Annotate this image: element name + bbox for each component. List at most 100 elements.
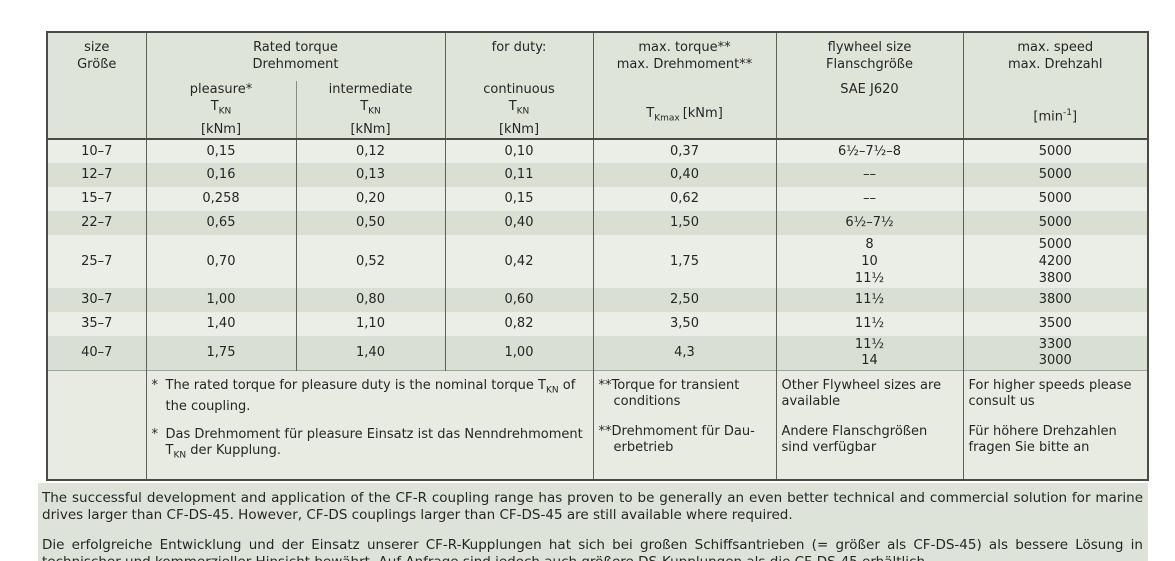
- cell-size: 35–7: [47, 311, 146, 336]
- note-paragraph-de: Die erfolgreiche Entwicklung und der Ein…: [42, 537, 1143, 561]
- subheader-pleasure: pleasure* TKN [kNm]: [147, 81, 296, 138]
- footnote-max-torque-de: **Drehmoment für Dau- erbetrieb: [598, 424, 755, 456]
- notes-block: The successful development and applicati…: [38, 483, 1148, 561]
- max-torque-title: max. torque** max. Drehmoment**: [616, 40, 753, 72]
- intermediate-label: intermediate: [328, 82, 413, 97]
- continuous-unit: [kNm]: [498, 121, 540, 137]
- footnote-rated-torque: * The rated torque for pleasure duty is …: [145, 370, 593, 481]
- cell-max-torque: 1,75: [592, 234, 776, 288]
- subheader-intermediate: intermediate TKN [kNm]: [295, 81, 445, 138]
- cell-pleasure: 0,16: [145, 162, 296, 187]
- datasheet-content: size Größe Rated torque Drehmoment pleas…: [38, 31, 1149, 561]
- table-row: 10–7 0,15 0,12 0,10 0,37 6½–7½–8 5000: [47, 138, 1148, 163]
- cell-max-torque: 0,40: [592, 162, 776, 187]
- cell-size: 15–7: [47, 186, 146, 211]
- cell-continuous: 0,82: [444, 311, 593, 336]
- cell-size: 30–7: [47, 287, 146, 312]
- header-size: size Größe: [47, 32, 146, 140]
- pleasure-unit: [kNm]: [200, 121, 242, 137]
- cell-pleasure: 1,75: [145, 335, 296, 371]
- cell-max-torque: 2,50: [592, 287, 776, 312]
- cell-speed: 5000: [962, 138, 1148, 163]
- table-row: 12–7 0,16 0,13 0,11 0,40 –– 5000: [47, 162, 1148, 187]
- cell-size: 10–7: [47, 138, 146, 163]
- cell-max-torque: 0,37: [592, 138, 776, 163]
- cell-intermediate: 1,40: [295, 335, 445, 371]
- footnote-flywheel-de: Andere Flanschgrößen sind verfügbar: [781, 424, 928, 456]
- max-speed-unit: [min-1]: [1033, 108, 1078, 125]
- table-row: 35–7 1,40 1,10 0,82 3,50 11½ 3500: [47, 311, 1148, 336]
- cell-intermediate: 0,80: [295, 287, 445, 312]
- cell-pleasure: 1,00: [145, 287, 296, 312]
- cell-max-torque: 1,50: [592, 210, 776, 235]
- cell-intermediate: 0,20: [295, 186, 445, 211]
- cell-intermediate: 0,12: [295, 138, 445, 163]
- cell-continuous: 0,10: [444, 138, 593, 163]
- table-row: 40–7 1,75 1,40 1,00 4,3 11½ 14 3300 3000: [47, 335, 1148, 371]
- flywheel-title: flywheel size Flanschgröße: [826, 40, 913, 72]
- cell-size: 40–7: [47, 335, 146, 371]
- max-torque-symbol: TKmax [kNm]: [646, 106, 723, 124]
- cell-intermediate: 0,13: [295, 162, 445, 187]
- intermediate-unit: [kNm]: [350, 121, 391, 137]
- cell-speed: 5000 4200 3800: [962, 234, 1148, 288]
- cell-max-torque: 0,62: [592, 186, 776, 211]
- continuous-label: continuous: [483, 82, 555, 97]
- footnote-max-torque-en: **Torque for transient conditions: [598, 378, 740, 410]
- rated-torque-subheaders: pleasure* TKN [kNm] intermediate TKN [kN…: [147, 81, 445, 138]
- coupling-spec-table: size Größe Rated torque Drehmoment pleas…: [46, 31, 1149, 482]
- cell-flywheel: 6½–7½–8: [775, 138, 963, 163]
- continuous-symbol: TKN: [508, 99, 530, 117]
- cell-intermediate: 0,52: [295, 234, 445, 288]
- table-row: 30–7 1,00 0,80 0,60 2,50 11½ 3800: [47, 287, 1148, 312]
- cell-flywheel: 6½–7½: [775, 210, 963, 235]
- footnote-speed-de: Für höhere Drehzahlen fragen Sie bitte a…: [968, 424, 1117, 456]
- pleasure-symbol: TKN: [210, 99, 232, 117]
- cell-intermediate: 0,50: [295, 210, 445, 235]
- cell-speed: 3800: [962, 287, 1148, 312]
- cell-pleasure: 0,258: [145, 186, 296, 211]
- cell-continuous: 0,60: [444, 287, 593, 312]
- asterisk-marker: *: [151, 378, 159, 394]
- cell-max-torque: 3,50: [592, 311, 776, 336]
- footnote-speed-en: For higher speeds please consult us: [968, 378, 1132, 410]
- footnote-row: * The rated torque for pleasure duty is …: [47, 370, 1148, 481]
- cell-continuous: 1,00: [444, 335, 593, 371]
- cell-pleasure: 0,70: [145, 234, 296, 288]
- footnote-size-empty: [47, 370, 146, 481]
- flywheel-sae-label: SAE J620: [840, 82, 899, 97]
- cell-speed: 5000: [962, 162, 1148, 187]
- header-max-speed: max. speed max. Drehzahl [min-1]: [962, 32, 1148, 140]
- for-duty-title: for duty:: [491, 40, 547, 55]
- header-rated-torque-group: Rated torque Drehmoment pleasure* TKN [k…: [145, 32, 445, 140]
- intermediate-symbol: TKN: [360, 99, 381, 117]
- cell-flywheel: 11½ 14: [775, 335, 963, 371]
- max-speed-title: max. speed max. Drehzahl: [1007, 40, 1103, 72]
- note-paragraph-en: The successful development and applicati…: [42, 490, 1143, 524]
- header-for-duty: for duty: continuous TKN [kNm]: [444, 32, 593, 140]
- pleasure-label: pleasure*: [189, 82, 253, 97]
- cell-flywheel: ––: [775, 186, 963, 211]
- cell-continuous: 0,40: [444, 210, 593, 235]
- cell-flywheel: ––: [775, 162, 963, 187]
- header-max-torque: max. torque** max. Drehmoment** TKmax [kN…: [592, 32, 776, 140]
- cell-continuous: 0,42: [444, 234, 593, 288]
- footnote-rated-de: * Das Drehmoment für pleasure Einsatz is…: [152, 427, 588, 464]
- footnote-flywheel-en: Other Flywheel sizes are available: [781, 378, 942, 410]
- cell-flywheel: 8 10 11½: [775, 234, 963, 288]
- footnote-flywheel: Other Flywheel sizes are available Ander…: [775, 370, 963, 481]
- cell-pleasure: 1,40: [145, 311, 296, 336]
- table-row: 22–7 0,65 0,50 0,40 1,50 6½–7½ 5000: [47, 210, 1148, 235]
- cell-pleasure: 0,15: [145, 138, 296, 163]
- cell-speed: 3300 3000: [962, 335, 1148, 371]
- cell-continuous: 0,11: [444, 162, 593, 187]
- asterisk-marker: *: [151, 426, 159, 442]
- cell-size: 22–7: [47, 210, 146, 235]
- footnote-speed: For higher speeds please consult us Für …: [962, 370, 1148, 481]
- header-size-label: size Größe: [77, 40, 117, 72]
- cell-pleasure: 0,65: [145, 210, 296, 235]
- cell-speed: 3500: [962, 311, 1148, 336]
- table-row: 25–7 0,70 0,52 0,42 1,75 8 10 11½ 5000 4…: [47, 234, 1148, 288]
- cell-flywheel: 11½: [775, 311, 963, 336]
